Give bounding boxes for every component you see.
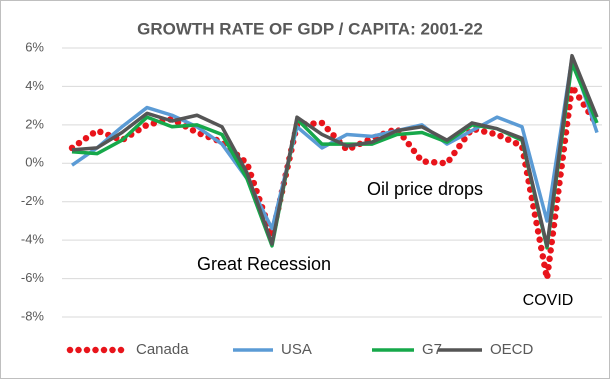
y-tick-label: -4%	[21, 232, 45, 247]
legend-label: USA	[281, 341, 312, 358]
y-tick-label: 6%	[25, 39, 44, 54]
y-tick-label: -6%	[21, 270, 45, 285]
y-tick-label: 2%	[25, 116, 44, 131]
series-line	[71, 53, 599, 248]
legend-label: G7	[422, 341, 442, 358]
y-tick-label: -8%	[21, 308, 45, 323]
annotation: COVID	[523, 292, 574, 309]
legend-label: Canada	[136, 341, 189, 358]
y-tick-label: -2%	[21, 193, 45, 208]
y-tick-label: 0%	[25, 155, 44, 170]
chart-title: GROWTH RATE OF GDP / CAPITA: 2001-22	[137, 19, 483, 38]
annotation: Oil price drops	[367, 179, 483, 199]
annotation: Great Recession	[197, 254, 331, 274]
y-tick-label: 4%	[25, 78, 44, 93]
legend-label: OECD	[490, 341, 534, 358]
